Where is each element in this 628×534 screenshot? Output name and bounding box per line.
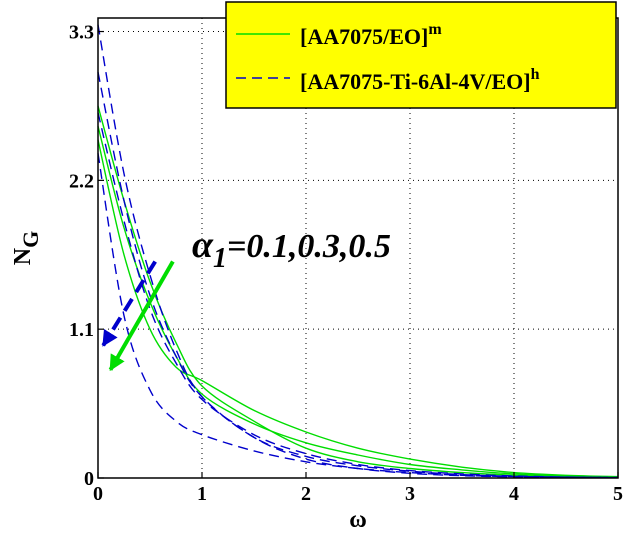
y-axis-label-subscript: G [18, 231, 43, 248]
y-tick-label: 1.1 [69, 319, 94, 341]
alpha-annotation: α1=0.1,0.3,0.5 [192, 224, 391, 274]
series-line-1 [97, 105, 619, 478]
x-tick-label: 5 [613, 483, 623, 505]
legend: [AA7075/EO]m [AA7075-Ti-6Al-4V/EO]h [225, 1, 617, 109]
legend-box [225, 1, 617, 109]
series-line-2 [97, 126, 619, 478]
annotation-arrow-1 [101, 260, 157, 347]
x-tick-label: 1 [197, 483, 207, 505]
axis-ticks: 0 1 2 3 4 5 0 1.1 2.2 3.3 [69, 22, 623, 505]
series-line-3 [97, 139, 619, 478]
x-tick-label: 0 [93, 483, 103, 505]
series-line-7 [97, 153, 619, 479]
y-tick-label: 3.3 [69, 22, 94, 44]
y-axis-label: NG [10, 231, 43, 265]
series-line-5 [97, 71, 619, 479]
legend-label-2: [AA7075-Ti-6Al-4V/EO]h [300, 66, 540, 94]
series-line-4 [97, 24, 619, 479]
x-tick-label: 2 [301, 483, 311, 505]
series-line-6 [97, 112, 619, 479]
x-tick-label: 3 [405, 483, 415, 505]
annotation-arrow-2 [108, 260, 175, 372]
y-tick-label: 0 [84, 468, 94, 490]
x-axis-label: ω [349, 507, 367, 529]
y-tick-label: 2.2 [69, 170, 94, 192]
x-tick-label: 4 [509, 483, 519, 505]
arrow-group [101, 260, 175, 372]
legend-label-1: [AA7075/EO]m [300, 21, 442, 49]
